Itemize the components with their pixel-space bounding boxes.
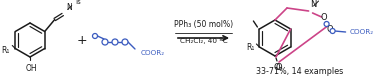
- Text: PPh₃ (50 mol%): PPh₃ (50 mol%): [174, 20, 233, 28]
- Text: COOR₂: COOR₂: [141, 50, 165, 56]
- Text: +: +: [77, 34, 87, 46]
- Text: O: O: [326, 24, 333, 34]
- Text: CH₂Cl₂, 40 ºC: CH₂Cl₂, 40 ºC: [180, 38, 228, 44]
- Text: N: N: [67, 4, 73, 12]
- Text: O: O: [276, 63, 282, 72]
- Text: COOR₂: COOR₂: [350, 29, 374, 35]
- Circle shape: [330, 28, 335, 34]
- Circle shape: [122, 39, 128, 45]
- Text: 33-71%, 14 examples: 33-71%, 14 examples: [256, 68, 344, 76]
- Text: Ts: Ts: [74, 0, 81, 4]
- Circle shape: [93, 34, 98, 38]
- Text: R₁: R₁: [246, 44, 254, 52]
- Circle shape: [102, 39, 108, 45]
- Text: OH: OH: [25, 64, 37, 73]
- Text: N: N: [311, 0, 317, 9]
- Text: O: O: [274, 63, 280, 72]
- Text: R₁: R₁: [1, 46, 9, 55]
- Circle shape: [324, 22, 329, 26]
- Text: O: O: [320, 14, 327, 22]
- Circle shape: [112, 39, 118, 45]
